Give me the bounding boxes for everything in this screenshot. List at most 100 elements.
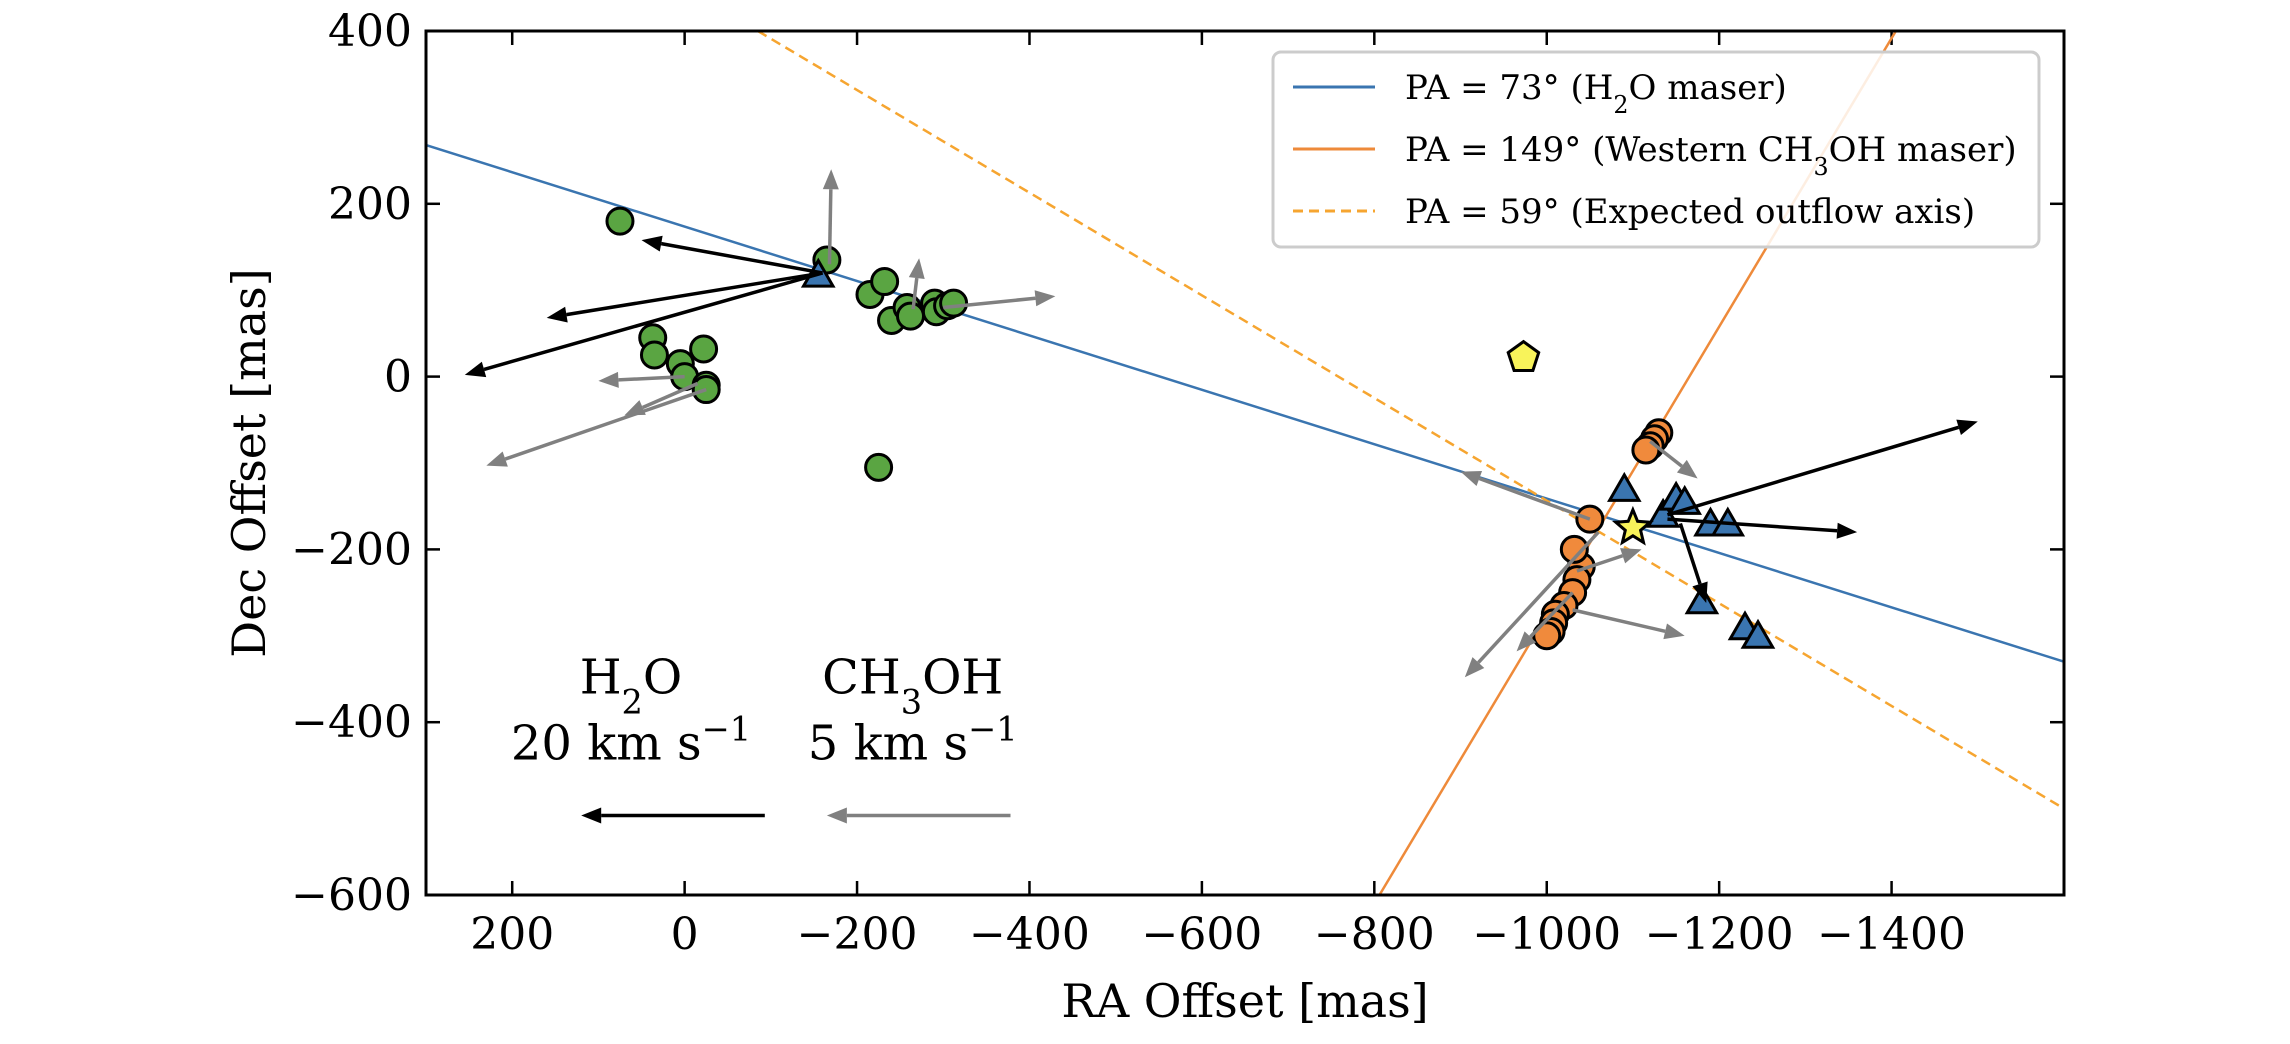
arrow-shaft — [1572, 608, 1666, 633]
arrow-head — [1034, 290, 1056, 307]
scale-arrow — [826, 807, 1011, 824]
arrow-head — [464, 361, 487, 378]
y-tick-label: 200 — [328, 179, 412, 230]
ch3oh-vector — [822, 169, 839, 265]
arrow-shaft — [943, 296, 1036, 310]
legend: PA = 73° (H2O maser) PA = 149° (Western C… — [1271, 50, 2041, 249]
pa-line — [426, 143, 2064, 663]
circle-point — [1559, 534, 1589, 564]
circle-point — [896, 301, 926, 331]
arrow-shaft — [911, 277, 919, 310]
arrow-head — [641, 235, 663, 252]
y-tick-label: −400 — [291, 697, 412, 748]
scale-speed-label: 5 km s−1 — [808, 709, 1018, 772]
arrow-head — [1676, 459, 1698, 479]
legend-label: PA = 73° (H2O maser) — [1405, 68, 1787, 119]
arrow-head — [826, 807, 847, 824]
y-tick-label: 400 — [328, 6, 412, 57]
x-tick-label: −600 — [1141, 909, 1262, 960]
ch3oh-vector — [1460, 471, 1591, 521]
arrow-head — [908, 258, 925, 280]
circle-point — [939, 288, 969, 318]
x-tick-label: −1200 — [1645, 909, 1794, 960]
arrow-head — [546, 306, 568, 323]
x-tick-label: −800 — [1314, 909, 1435, 960]
ch3oh-vector — [1464, 530, 1600, 678]
h2o-vector — [464, 271, 824, 378]
x-tick-label: −200 — [797, 909, 918, 960]
pa-line — [757, 31, 2064, 810]
legend-label: PA = 149° (Western CH3OH maser) — [1405, 130, 2017, 181]
ch3oh-vector — [1649, 440, 1698, 479]
scale-speed-label: 20 km s−1 — [511, 709, 751, 772]
arrow-shaft — [1529, 591, 1574, 639]
ch3oh-vector — [1572, 608, 1685, 640]
x-tick-label: −1400 — [1817, 909, 1966, 960]
arrow-shaft — [1649, 440, 1683, 468]
maser-spots — [605, 206, 1776, 651]
x-tick-label: −1000 — [1472, 909, 1621, 960]
triangle-point — [1607, 471, 1642, 502]
arrow-shaft — [641, 381, 699, 410]
arrow-shaft — [504, 387, 707, 461]
arrow-shaft — [1666, 425, 1960, 517]
legend-label: PA = 59° (Expected outflow axis) — [1405, 192, 1975, 232]
ch3oh-vector — [486, 387, 707, 467]
x-tick-label: −400 — [969, 909, 1090, 960]
arrow-shaft — [1678, 522, 1702, 585]
h2o-vector — [1666, 419, 1978, 517]
h2o-vector — [641, 235, 823, 275]
ch3oh-vector — [908, 258, 925, 310]
scale-species-label: CH3OH — [822, 650, 1003, 722]
scale-arrow — [581, 807, 765, 824]
arrow-head — [1956, 419, 1978, 435]
arrow-head — [1663, 623, 1685, 640]
scale-species-label: H2O — [580, 650, 683, 722]
h2o-vector — [1667, 517, 1858, 539]
arrow-head — [1464, 657, 1485, 678]
arrow-head — [486, 451, 508, 467]
arrow-shaft — [1576, 554, 1624, 573]
arrow-head — [581, 807, 602, 824]
circle-point — [1631, 435, 1661, 465]
x-axis-label: RA Offset [mas] — [1061, 974, 1428, 1028]
arrow-shaft — [618, 374, 685, 382]
arrow-shaft — [566, 271, 823, 317]
circle-point — [1532, 621, 1562, 651]
ch3oh-vector — [1516, 591, 1574, 652]
arrow-shaft — [660, 241, 823, 275]
circle-point — [639, 340, 669, 370]
x-tick-label: 200 — [470, 909, 554, 960]
arrow-head — [1516, 631, 1537, 652]
legend-box — [1271, 50, 2041, 249]
x-tick-labels: 200 0 −200 −400 −600 −800 −1000 −1200 −1400 — [470, 909, 1966, 960]
arrow-shaft — [1477, 530, 1600, 664]
ch3oh-vector — [943, 290, 1056, 310]
star-point — [1612, 505, 1654, 546]
x-tick-label: 0 — [671, 909, 699, 960]
y-tick-label: −600 — [291, 870, 412, 921]
arrow-shaft — [827, 189, 833, 265]
h2o-vector — [546, 271, 823, 323]
arrow-head — [1692, 581, 1708, 603]
arrow-shaft — [1667, 517, 1838, 533]
circle-point — [689, 334, 719, 364]
y-axis-label: Dec Offset [mas] — [222, 268, 276, 657]
ch3oh-vector — [624, 381, 699, 416]
y-tick-label: 0 — [384, 352, 412, 403]
plot-frame — [424, 29, 2066, 897]
ch3oh-vector — [1576, 548, 1642, 573]
arrow-shaft — [1478, 476, 1591, 521]
y-tick-labels: 400 200 0 −200 −400 −600 — [291, 6, 412, 921]
pentagon-point — [1506, 339, 1541, 372]
circle-point — [870, 267, 900, 297]
circle-point — [864, 452, 894, 482]
arrow-head — [1620, 548, 1642, 564]
arrow-head — [822, 169, 839, 190]
arrow-head — [1836, 522, 1858, 539]
triangle-point — [1684, 584, 1720, 615]
y-tick-label: −200 — [291, 524, 412, 575]
triangle-point — [1740, 618, 1776, 649]
